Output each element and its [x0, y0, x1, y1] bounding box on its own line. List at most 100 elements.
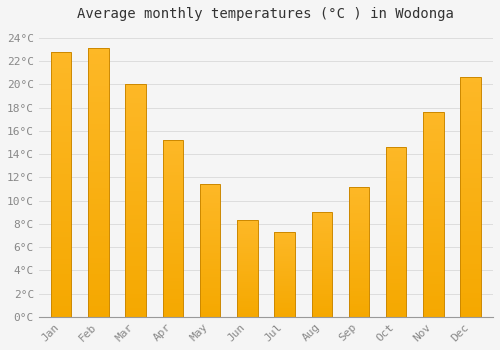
- Bar: [88, 295, 108, 301]
- Bar: [162, 306, 183, 310]
- Bar: [274, 295, 295, 296]
- Bar: [423, 251, 444, 256]
- Bar: [237, 276, 258, 278]
- Bar: [237, 245, 258, 247]
- Bar: [274, 266, 295, 268]
- Bar: [200, 301, 220, 303]
- Bar: [51, 116, 72, 121]
- Bar: [423, 215, 444, 219]
- Bar: [386, 229, 406, 232]
- Bar: [126, 215, 146, 219]
- Bar: [51, 248, 72, 253]
- Bar: [200, 195, 220, 197]
- Bar: [349, 231, 370, 233]
- Bar: [162, 183, 183, 186]
- Bar: [88, 91, 108, 97]
- Bar: [126, 201, 146, 205]
- Bar: [237, 303, 258, 305]
- Bar: [126, 177, 146, 182]
- Bar: [162, 303, 183, 306]
- Bar: [423, 161, 444, 166]
- Bar: [88, 118, 108, 124]
- Bar: [237, 244, 258, 245]
- Bar: [423, 169, 444, 174]
- Bar: [423, 149, 444, 153]
- Bar: [200, 314, 220, 317]
- Bar: [386, 269, 406, 273]
- Bar: [51, 174, 72, 179]
- Bar: [237, 251, 258, 253]
- Bar: [460, 116, 481, 120]
- Bar: [349, 275, 370, 278]
- Bar: [386, 235, 406, 239]
- Bar: [349, 312, 370, 314]
- Bar: [51, 153, 72, 158]
- Bar: [237, 236, 258, 238]
- Bar: [51, 280, 72, 285]
- Bar: [126, 103, 146, 108]
- Bar: [88, 306, 108, 312]
- Bar: [274, 264, 295, 266]
- Bar: [126, 126, 146, 131]
- Bar: [460, 202, 481, 207]
- Bar: [88, 140, 108, 145]
- Bar: [386, 266, 406, 269]
- Bar: [162, 288, 183, 292]
- Bar: [423, 276, 444, 280]
- Bar: [88, 290, 108, 295]
- Bar: [274, 274, 295, 276]
- Bar: [349, 296, 370, 299]
- Bar: [274, 271, 295, 273]
- Bar: [51, 274, 72, 280]
- Bar: [51, 142, 72, 147]
- Bar: [88, 252, 108, 258]
- Bar: [88, 70, 108, 75]
- Bar: [88, 59, 108, 64]
- Bar: [51, 99, 72, 105]
- Bar: [349, 280, 370, 283]
- Bar: [162, 154, 183, 158]
- Bar: [162, 239, 183, 243]
- Bar: [237, 224, 258, 226]
- Bar: [237, 234, 258, 236]
- Bar: [423, 280, 444, 284]
- Bar: [51, 237, 72, 243]
- Bar: [126, 243, 146, 247]
- Bar: [126, 121, 146, 126]
- Bar: [200, 312, 220, 314]
- Bar: [423, 198, 444, 202]
- Bar: [51, 163, 72, 168]
- Bar: [423, 112, 444, 317]
- Bar: [274, 278, 295, 280]
- Bar: [460, 236, 481, 240]
- Bar: [460, 192, 481, 197]
- Bar: [312, 244, 332, 246]
- Bar: [312, 241, 332, 244]
- Bar: [51, 136, 72, 142]
- Bar: [423, 206, 444, 210]
- Bar: [162, 257, 183, 260]
- Bar: [237, 232, 258, 234]
- Bar: [274, 257, 295, 259]
- Bar: [349, 236, 370, 239]
- Bar: [386, 286, 406, 290]
- Bar: [200, 205, 220, 208]
- Bar: [88, 54, 108, 59]
- Bar: [200, 232, 220, 234]
- Bar: [423, 190, 444, 194]
- Bar: [460, 77, 481, 317]
- Bar: [200, 274, 220, 277]
- Bar: [200, 248, 220, 251]
- Bar: [200, 280, 220, 282]
- Bar: [349, 314, 370, 317]
- Bar: [274, 308, 295, 310]
- Bar: [274, 313, 295, 315]
- Bar: [88, 113, 108, 118]
- Bar: [423, 116, 444, 120]
- Bar: [200, 227, 220, 229]
- Bar: [200, 240, 220, 243]
- Bar: [237, 241, 258, 244]
- Bar: [312, 306, 332, 308]
- Bar: [162, 193, 183, 197]
- Bar: [237, 247, 258, 249]
